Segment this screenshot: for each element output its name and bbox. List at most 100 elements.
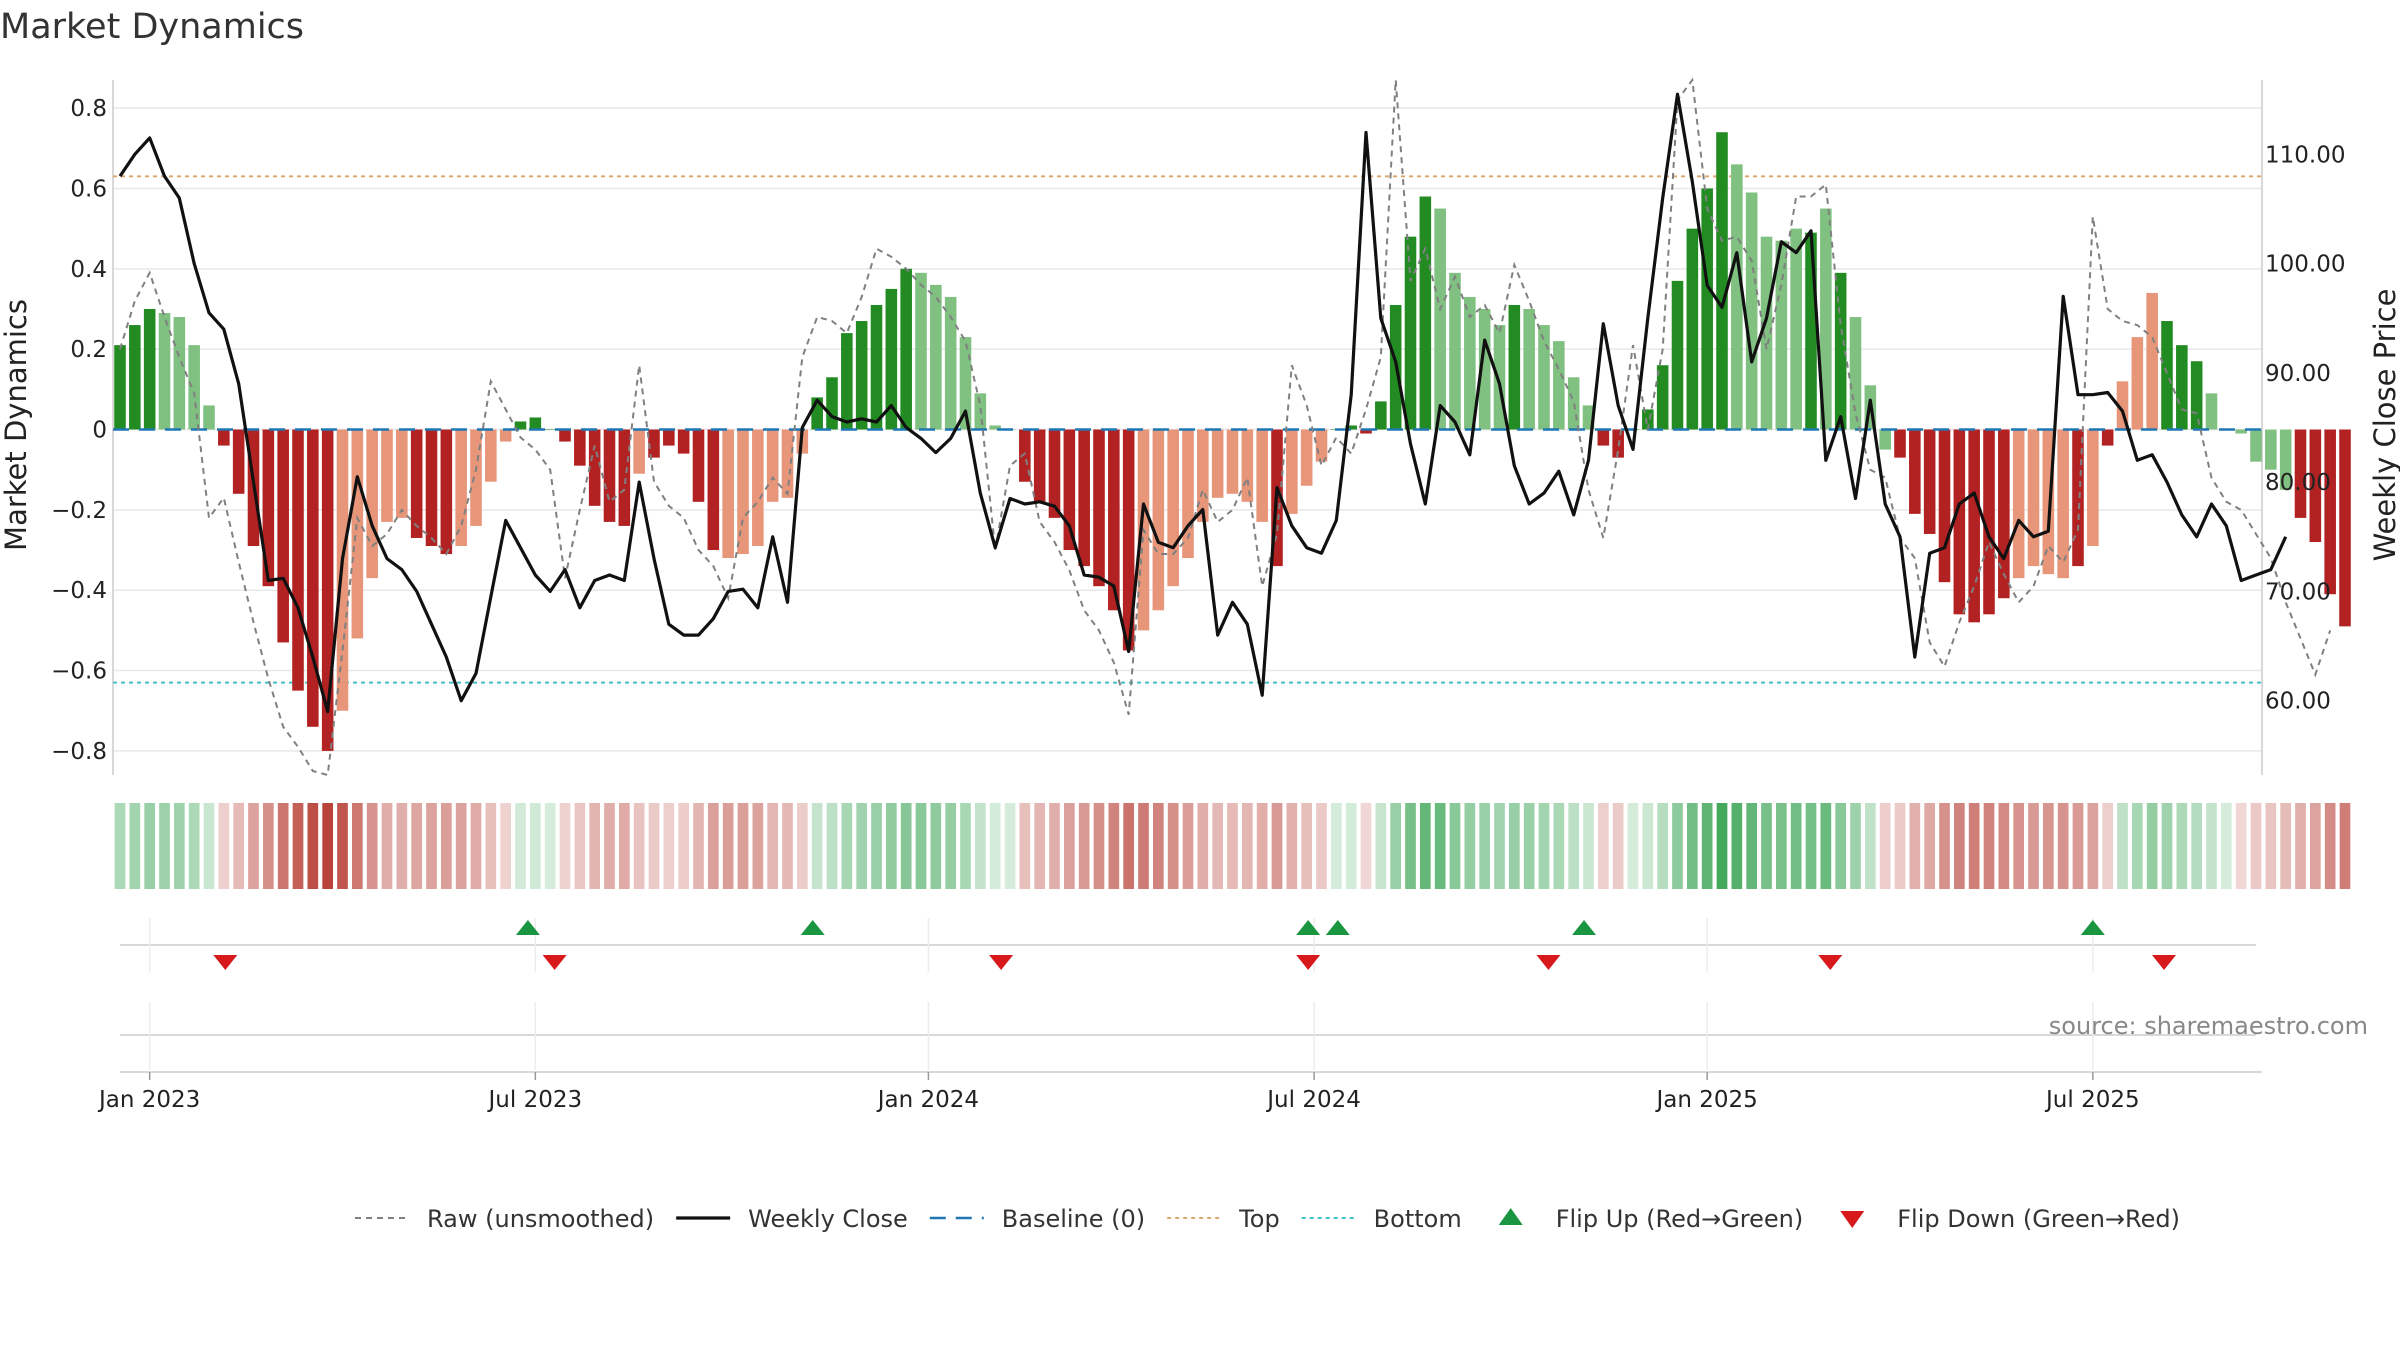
heat-cell xyxy=(218,803,230,889)
heat-cell xyxy=(2176,803,2188,889)
heat-cell xyxy=(1464,803,1476,889)
dynamics-bar xyxy=(1182,429,1194,559)
x-tick-label: Jan 2025 xyxy=(1655,1087,1758,1113)
heat-cell xyxy=(1746,803,1758,889)
dynamics-bar xyxy=(1538,325,1550,430)
gridlines xyxy=(112,80,2263,775)
heat-cell xyxy=(1508,803,1520,889)
heat-cell xyxy=(2117,803,2128,889)
heat-cell xyxy=(1553,803,1565,889)
chart-title: Market Dynamics xyxy=(0,7,304,47)
dynamics-bar xyxy=(1834,272,1847,430)
dynamics-bar xyxy=(455,429,467,547)
left-y-tick-label: 0.2 xyxy=(70,337,107,363)
dynamics-bar xyxy=(1478,308,1491,430)
heat-cell xyxy=(722,803,734,889)
heat-cell xyxy=(1286,803,1298,889)
heat-cell xyxy=(1850,803,1861,889)
legend-swatch xyxy=(1840,1211,1865,1228)
heat-cell xyxy=(1835,803,1847,889)
dynamics-bar xyxy=(1820,208,1832,430)
dynamics-bar xyxy=(1998,429,2010,599)
heat-cell xyxy=(1419,803,1431,889)
heat-cell xyxy=(885,803,897,889)
dynamics-bar xyxy=(1493,325,1506,430)
dynamics-bar xyxy=(1553,341,1565,430)
heat-cell xyxy=(1612,803,1624,889)
heat-cell xyxy=(871,803,882,889)
dynamics-bar xyxy=(2027,429,2040,567)
flip-down-marker xyxy=(1536,955,1561,970)
legend-entry: Raw (unsmoothed) xyxy=(355,1205,654,1233)
reference-lines xyxy=(113,175,2262,684)
dynamics-bar xyxy=(1582,405,1595,430)
dynamics-bar xyxy=(826,377,838,430)
heat-cell xyxy=(1538,803,1550,889)
heat-cell xyxy=(1879,803,1891,889)
dynamics-bar xyxy=(752,429,764,547)
dynamics-bar xyxy=(1241,429,1254,502)
dynamics-bar xyxy=(544,429,556,431)
heat-cell xyxy=(1627,803,1639,889)
heat-cell xyxy=(144,803,156,889)
dynamics-bar xyxy=(633,429,645,474)
heat-cell xyxy=(2131,803,2143,889)
dynamics-bar xyxy=(692,429,705,502)
heat-cell xyxy=(2087,803,2099,889)
dynamics-bar xyxy=(915,272,927,430)
heat-cell xyxy=(1256,803,1268,889)
dynamics-bar xyxy=(885,288,898,430)
heat-cell xyxy=(2206,803,2217,889)
heat-cell xyxy=(1701,803,1713,889)
dynamics-bar xyxy=(1968,429,1980,623)
source-credit: source: sharemaestro.com xyxy=(2049,1012,2368,1040)
dynamics-bar xyxy=(2161,321,2173,430)
dynamics-bar xyxy=(1597,429,1610,446)
dynamics-bar xyxy=(1508,304,1521,430)
heat-cell xyxy=(974,803,986,889)
dynamics-bar xyxy=(1033,429,1046,502)
x-axis: Jan 2023 Jul 2023 Jan 2024 Jul 2024 Jan 2025… xyxy=(97,1072,2140,1113)
heat-cell xyxy=(648,803,660,889)
heat-cell xyxy=(1716,803,1728,889)
dynamics-bar xyxy=(499,429,512,442)
dynamics-bar xyxy=(158,313,171,430)
legend-label: Top xyxy=(1238,1205,1280,1233)
heat-cell xyxy=(2057,803,2069,889)
heat-cell xyxy=(1360,803,1372,889)
legend-label: Flip Up (Red→Green) xyxy=(1556,1205,1804,1233)
dynamics-bar xyxy=(1923,429,1936,534)
heat-cell xyxy=(1182,803,1194,889)
heat-cell xyxy=(989,803,1001,889)
left-y-tick-label: 0.8 xyxy=(70,96,107,122)
heat-cell xyxy=(707,803,719,889)
flip-up-marker xyxy=(1325,920,1350,935)
dynamics-bar xyxy=(2324,429,2336,595)
heat-cell xyxy=(411,803,423,889)
heat-cell xyxy=(2028,803,2039,889)
dynamics-bar xyxy=(1953,429,1966,615)
flip-up-marker xyxy=(1572,920,1597,935)
heat-cell xyxy=(440,803,452,889)
heat-cell xyxy=(1775,803,1787,889)
heat-cell xyxy=(663,803,675,889)
dynamics-bar xyxy=(143,308,156,430)
heat-cell xyxy=(1805,803,1817,889)
heat-cell xyxy=(337,803,348,889)
heat-cell xyxy=(782,803,793,889)
x-tick-label: Jan 2023 xyxy=(97,1087,200,1113)
dynamics-bar xyxy=(1375,401,1387,430)
heat-cell xyxy=(1864,803,1876,889)
dynamics-bars xyxy=(113,132,2351,751)
dynamics-bar xyxy=(648,429,660,458)
legend-entry: Bottom xyxy=(1301,1205,1462,1233)
left-y-tick-label: −0.8 xyxy=(51,739,107,765)
heat-cell xyxy=(2042,803,2054,889)
dynamics-bar xyxy=(1211,429,1224,498)
heat-cell xyxy=(737,803,749,889)
dynamics-bar xyxy=(1300,429,1313,486)
dynamics-bar xyxy=(1108,429,1120,611)
dynamics-bar xyxy=(841,333,853,430)
flip-down-marker xyxy=(542,955,567,970)
